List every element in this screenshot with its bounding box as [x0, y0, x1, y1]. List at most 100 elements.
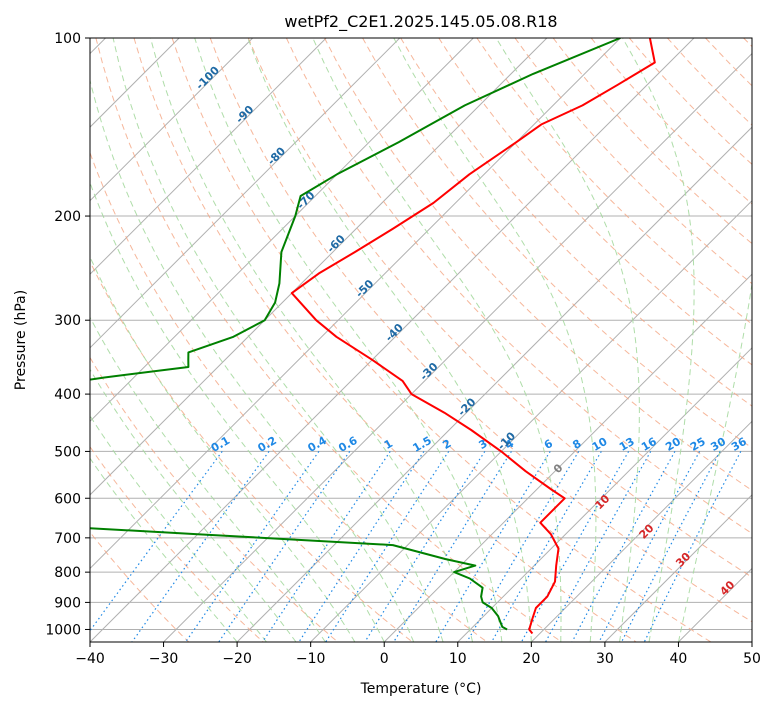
mixing-ratio-line — [491, 451, 602, 642]
y-tick-label: 800 — [54, 565, 81, 581]
dry-adiabat-line — [90, 356, 339, 642]
mixing-ratio-label: 2 — [440, 437, 453, 452]
isotherm-line — [90, 38, 254, 202]
isotherm-line — [310, 199, 752, 642]
moist-adiabat-label: -90 — [233, 103, 256, 126]
isotherm-line — [530, 420, 752, 642]
x-tick-label: 50 — [743, 651, 761, 667]
x-tick-label: 40 — [670, 651, 688, 667]
mixing-ratio-line — [131, 451, 270, 642]
mixing-ratio-line — [545, 451, 652, 642]
moist-adiabat-line — [622, 38, 695, 642]
y-tick-label: 300 — [54, 313, 81, 329]
mixing-ratio-line — [435, 451, 551, 642]
dry-adiabat-line — [438, 38, 752, 366]
plot-frame — [89, 37, 753, 643]
moist-adiabat-label: -60 — [324, 232, 347, 255]
dry-adiabat-line — [95, 38, 562, 642]
dry-adiabat-line — [133, 38, 637, 642]
dry-adiabat-line — [552, 38, 752, 245]
sounding-profiles — [90, 38, 656, 635]
y-axis-ticks: 100 200 300 400 500 600 700 800 900 1000 — [45, 31, 90, 638]
x-tick-label: 20 — [522, 651, 540, 667]
x-tick-label: −10 — [296, 651, 326, 667]
y-tick-label: 100 — [54, 31, 81, 47]
moist-adiabat-line — [677, 280, 752, 642]
y-tick-label: 400 — [54, 387, 81, 403]
isotherm-line — [383, 273, 752, 642]
moist-adiabat-line — [90, 78, 415, 642]
isotherm-line — [90, 38, 401, 349]
line-labels: 0.1 0.2 0.4 0.6 1 1.5 2 3 4 6 8 10 13 16 20 25 30 36-100-… — [193, 63, 749, 598]
x-tick-label: −30 — [149, 651, 179, 667]
moist-adiabat-line — [90, 457, 238, 642]
moist-adiabat-line — [194, 38, 503, 642]
x-tick-label: 10 — [449, 651, 467, 667]
mixing-ratio-line — [598, 451, 701, 642]
isotherm-line — [751, 641, 752, 642]
moist-adiabat-label: -80 — [265, 144, 288, 167]
sounding-line — [290, 38, 656, 635]
x-axis-title: Temperature (°C) — [360, 681, 482, 697]
moist-adiabat-line — [393, 38, 597, 642]
x-axis-ticks: −40 −30 −20 −10 0 10 20 30 40 50 — [75, 642, 761, 667]
y-tick-label: 600 — [54, 491, 81, 507]
mixing-ratio-line — [643, 451, 742, 642]
moist-adiabat-line — [90, 414, 267, 642]
y-tick-label: 900 — [54, 595, 81, 611]
mixing-ratio-line — [325, 451, 450, 642]
dry-adiabat-line — [90, 445, 264, 642]
isotherm-line — [163, 52, 752, 642]
x-tick-label: −20 — [222, 651, 252, 667]
moist-adiabat-line — [90, 368, 297, 642]
moist-adiabat-line — [112, 38, 444, 642]
dry-adiabat-line — [247, 38, 752, 578]
moist-adiabat-line — [90, 316, 326, 642]
dry-adiabat-line — [285, 38, 752, 535]
dry-adiabat-line — [171, 38, 712, 642]
y-axis-title: Pressure (hPa) — [13, 290, 29, 390]
isotherm-line — [90, 38, 548, 496]
moist-adiabat-label: -40 — [383, 321, 406, 344]
moist-adiabat-line — [90, 255, 356, 642]
mixing-ratio-line — [298, 451, 425, 642]
y-tick-label: 200 — [54, 209, 81, 225]
isotherm-line — [90, 38, 695, 642]
moist-adiabat-line — [312, 38, 562, 642]
y-tick-label: 700 — [54, 531, 81, 547]
dry-adiabat-line — [90, 151, 488, 642]
dry-adiabat-line — [743, 38, 752, 48]
mixing-ratio-line — [218, 451, 351, 642]
dry-adiabat-label: 30 — [673, 550, 693, 570]
dry-adiabat-line — [400, 38, 752, 407]
moist-adiabat-label: -50 — [353, 277, 376, 300]
isotherm-line — [90, 38, 327, 275]
isotherm-line — [604, 494, 752, 642]
dry-adiabat-line — [90, 260, 413, 642]
mixing-ratio-line — [261, 451, 391, 642]
x-tick-label: 30 — [596, 651, 614, 667]
moist-adiabat-label: -100 — [193, 63, 222, 92]
dry-adiabat-line — [705, 38, 752, 87]
dry-adiabat-label: 40 — [717, 578, 737, 598]
isotherm-line — [457, 347, 752, 642]
mixing-ratio-line — [621, 451, 721, 642]
mixing-ratio-line — [364, 451, 486, 642]
moist-adiabat-line — [150, 38, 473, 642]
sounding-line — [90, 38, 621, 631]
dry-adiabat-line — [476, 38, 752, 325]
mixing-ratio-line — [90, 451, 223, 632]
dry-adiabat-line — [324, 38, 752, 491]
x-tick-label: −40 — [75, 651, 105, 667]
x-tick-label: 0 — [380, 651, 389, 667]
y-tick-label: 500 — [54, 444, 81, 460]
y-tick-label: 1000 — [45, 622, 81, 638]
dry-adiabat-label: 20 — [637, 521, 657, 541]
isotherm-line — [90, 38, 474, 423]
mixing-ratio-line — [466, 451, 580, 642]
isotherm-line — [90, 38, 621, 570]
moist-adiabat-line — [247, 38, 532, 642]
chart-title: wetPf2_C2E1.2025.145.05.08.R18 — [284, 12, 557, 32]
dry-adiabat-label: 0 — [551, 461, 566, 476]
